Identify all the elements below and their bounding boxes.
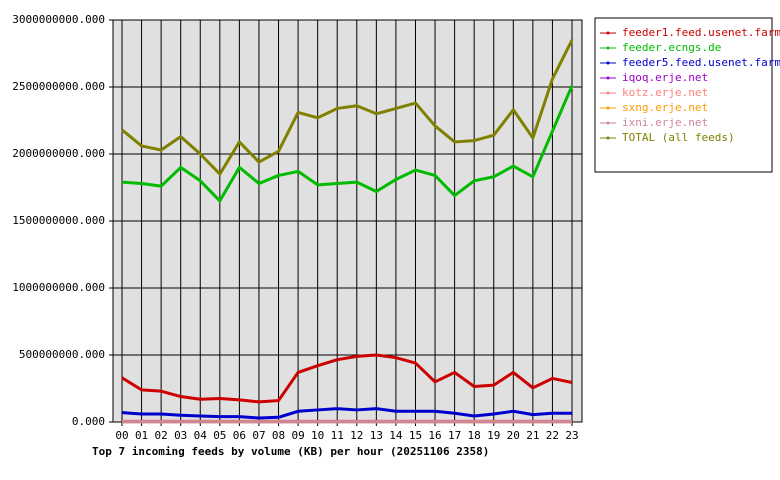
x-tick-label: 02 [155, 429, 168, 442]
x-tick-label: 07 [252, 429, 265, 442]
x-tick-label: 15 [409, 429, 422, 442]
x-tick-label: 06 [233, 429, 246, 442]
legend-marker [606, 76, 610, 80]
x-tick-label: 04 [194, 429, 208, 442]
series-line [121, 353, 573, 404]
x-tick-label: 14 [389, 429, 403, 442]
x-tick-label: 05 [213, 429, 226, 442]
x-tick-label: 20 [507, 429, 520, 442]
x-tick-label: 21 [526, 429, 539, 442]
legend-marker [606, 91, 610, 95]
y-tick-label: 1000000000.000 [12, 281, 105, 294]
legend-label: kotz.erje.net [622, 86, 708, 99]
x-tick-label: 22 [546, 429, 559, 442]
legend [594, 17, 773, 173]
legend-label: feeder5.feed.usenet.farm [622, 56, 780, 69]
series-line [121, 85, 574, 203]
x-tick-label: 16 [428, 429, 441, 442]
x-tick-label: 10 [311, 429, 324, 442]
x-tick-label: 23 [565, 429, 578, 442]
y-tick-label: 0.000 [72, 415, 105, 428]
legend-label: ixni.erje.net [622, 116, 708, 129]
x-tick-label: 18 [468, 429, 481, 442]
chart-title: Top 7 incoming feeds by volume (KB) per … [92, 445, 489, 458]
legend-marker [606, 31, 610, 35]
x-tick-label: 01 [135, 429, 148, 442]
x-tick-label: 08 [272, 429, 285, 442]
legend-marker [606, 46, 610, 50]
y-tick-label: 1500000000.000 [12, 214, 105, 227]
legend-label: TOTAL (all feeds) [622, 131, 735, 144]
y-tick-label: 2000000000.000 [12, 147, 105, 160]
x-tick-label: 17 [448, 429, 461, 442]
legend-label: iqoq.erje.net [622, 71, 708, 84]
x-tick-label: 00 [115, 429, 128, 442]
legend-marker [606, 61, 610, 65]
x-tick-label: 09 [291, 429, 304, 442]
legend-marker [606, 136, 610, 140]
legend-marker [606, 106, 610, 110]
y-tick-label: 500000000.000 [19, 348, 105, 361]
x-tick-label: 03 [174, 429, 187, 442]
legend-label: feeder1.feed.usenet.farm [622, 26, 780, 39]
series-line [121, 39, 574, 176]
legend-label: sxng.erje.net [622, 101, 708, 114]
x-tick-label: 11 [331, 429, 344, 442]
y-tick-label: 2500000000.000 [12, 80, 105, 93]
legend-marker [606, 121, 610, 125]
x-tick-label: 13 [370, 429, 383, 442]
series-line [121, 407, 572, 420]
x-tick-label: 19 [487, 429, 500, 442]
x-tick-label: 12 [350, 429, 363, 442]
y-tick-label: 3000000000.000 [12, 13, 105, 26]
legend-label: feeder.ecngs.de [622, 41, 721, 54]
